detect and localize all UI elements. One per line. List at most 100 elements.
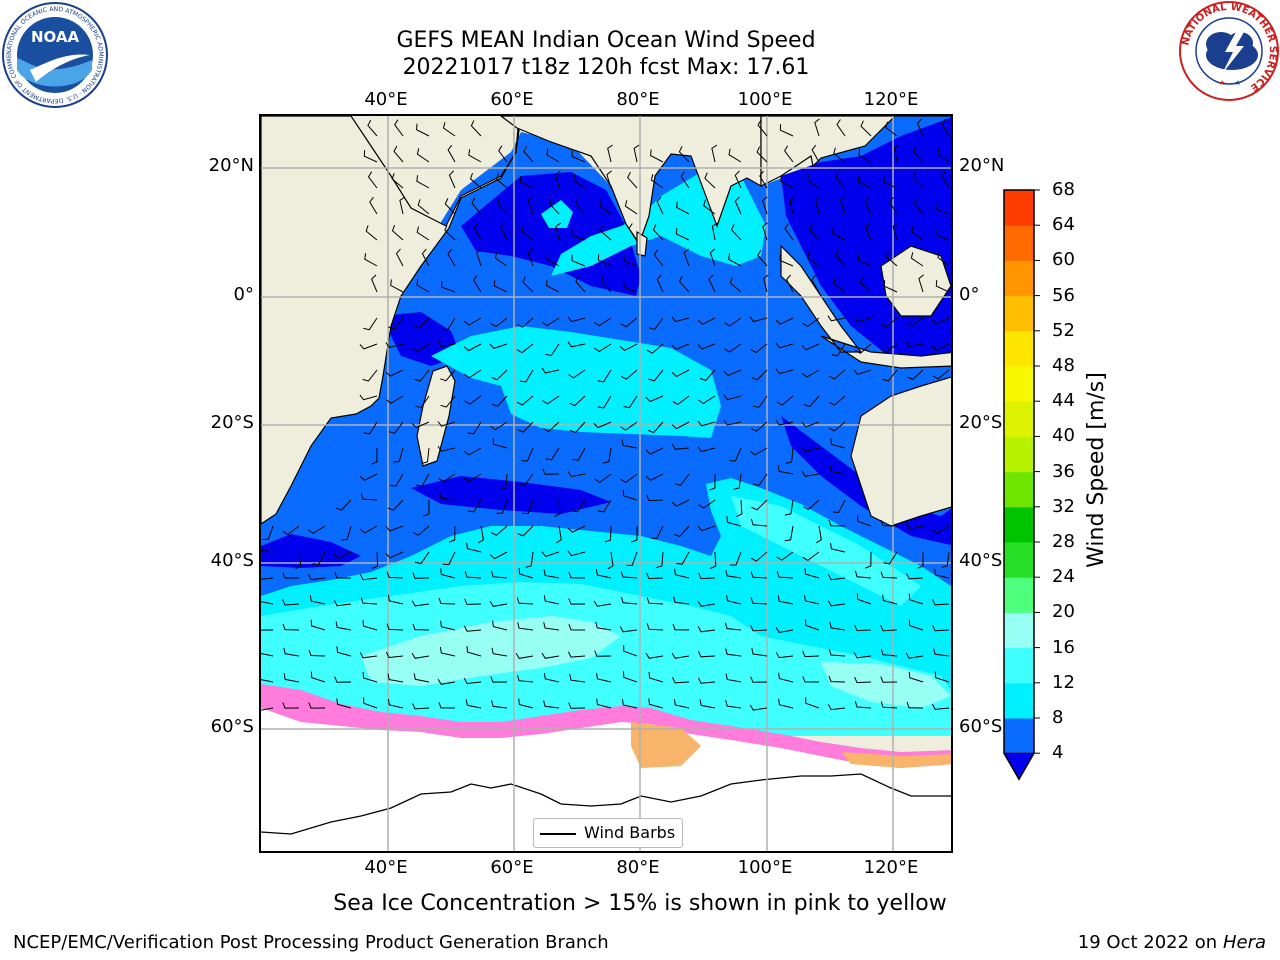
wind-barb [554, 499, 561, 517]
wind-barb [489, 601, 508, 607]
wind-barb [307, 574, 326, 581]
wind-barb [593, 600, 612, 607]
wind-barb [674, 568, 690, 579]
colorbar-segment [1004, 330, 1034, 367]
wind-barb [750, 597, 768, 605]
wind-barb [489, 551, 508, 560]
wind-barb [785, 447, 794, 464]
wind-barb [827, 315, 846, 322]
wind-barb [708, 274, 716, 293]
sea-ice-thick [841, 752, 951, 768]
wind-barbs-layer [261, 118, 950, 711]
wind-barb [725, 569, 742, 579]
wind-barb [333, 600, 352, 607]
wind-barb [571, 499, 586, 513]
wind-barb [906, 701, 924, 709]
wind-barb [371, 447, 378, 465]
wind-barb [469, 173, 482, 189]
wind-barb [442, 122, 456, 137]
wind-barb [655, 551, 664, 569]
wind-barb [545, 447, 560, 461]
wind-barb [647, 421, 664, 434]
lon-tick-top: 120°E [863, 89, 919, 110]
wind-barb [912, 146, 924, 163]
wind-barb [932, 625, 950, 632]
wind-barb [935, 202, 950, 215]
lon-tick-bottom: 60°E [490, 857, 534, 878]
noaa-logo: NATIONAL OCEANIC AND ATMOSPHERIC ADMINIS… [0, 0, 110, 114]
wind-barb [941, 551, 950, 568]
wind-barb [910, 252, 924, 267]
wind-barb [423, 499, 430, 517]
wind-barb [828, 519, 846, 527]
wind-barb [865, 551, 872, 569]
wind-barb [593, 421, 612, 429]
wind-barb [880, 343, 898, 354]
wind-barb [594, 343, 612, 353]
wind-barb [365, 225, 378, 241]
wind-barb [567, 550, 586, 557]
wind-barb [853, 316, 872, 323]
wind-barb [572, 447, 586, 461]
wind-barb [441, 317, 456, 331]
wind-barb [363, 150, 378, 163]
wind-barb [463, 317, 482, 326]
wind-barb [569, 674, 586, 683]
wind-barb [261, 653, 274, 657]
wind-barb [282, 572, 299, 579]
wind-barb [571, 254, 586, 267]
wind-barb [490, 570, 508, 579]
wind-barb [359, 525, 378, 534]
wind-barb [363, 421, 378, 435]
wind-barb [596, 698, 612, 709]
wind-barb [829, 465, 846, 475]
wind-barb [571, 150, 586, 163]
wind-barb [283, 647, 300, 657]
lat-tick-right: 0° [959, 284, 980, 305]
wind-barb [834, 172, 846, 189]
wind-barb [811, 275, 820, 293]
wind-barb [568, 598, 586, 605]
wind-barb [726, 594, 742, 605]
colorbar-tick-label: 60 [1052, 249, 1075, 271]
wind-barb [827, 574, 846, 581]
wind-barb [519, 176, 534, 189]
wind-barb [310, 671, 326, 683]
wind-barb [648, 671, 664, 683]
wind-barb [697, 677, 716, 684]
wind-barb [776, 571, 794, 579]
colorbar-segment [1004, 225, 1034, 261]
wind-barb [261, 629, 274, 631]
nws-logo: NATIONAL WEATHER SERVICE [1178, 0, 1280, 106]
wind-barb [574, 198, 586, 215]
wind-barb [463, 447, 482, 456]
wind-barb [363, 697, 378, 709]
wind-barb [491, 647, 508, 657]
wind-barb [671, 499, 690, 507]
wind-barb [728, 253, 742, 267]
wind-barb [421, 248, 430, 267]
wind-barb [749, 447, 768, 456]
wind-barb [517, 421, 534, 433]
wind-barb [779, 254, 794, 267]
wind-speed-map[interactable]: Wind Barbs [259, 114, 953, 853]
wind-barb [308, 702, 326, 709]
wind-barb [857, 593, 872, 605]
wind-barb [650, 174, 664, 189]
svg-text:NOAA: NOAA [31, 28, 80, 46]
wind-barb [777, 595, 794, 605]
wind-barb [805, 697, 820, 709]
wind-barb [779, 124, 794, 137]
wind-barb [437, 421, 456, 427]
wind-barb [854, 676, 872, 684]
wind-barb [860, 120, 872, 137]
wind-barb [620, 317, 638, 328]
wind-barb [413, 317, 430, 329]
wind-barb [412, 623, 430, 631]
wind-barb [802, 499, 820, 510]
wind-barb [883, 280, 898, 293]
lat-tick-left: 60°S [210, 716, 254, 737]
wind-barb [831, 343, 846, 357]
wind-barb [387, 673, 404, 683]
wind-barb [801, 421, 820, 428]
